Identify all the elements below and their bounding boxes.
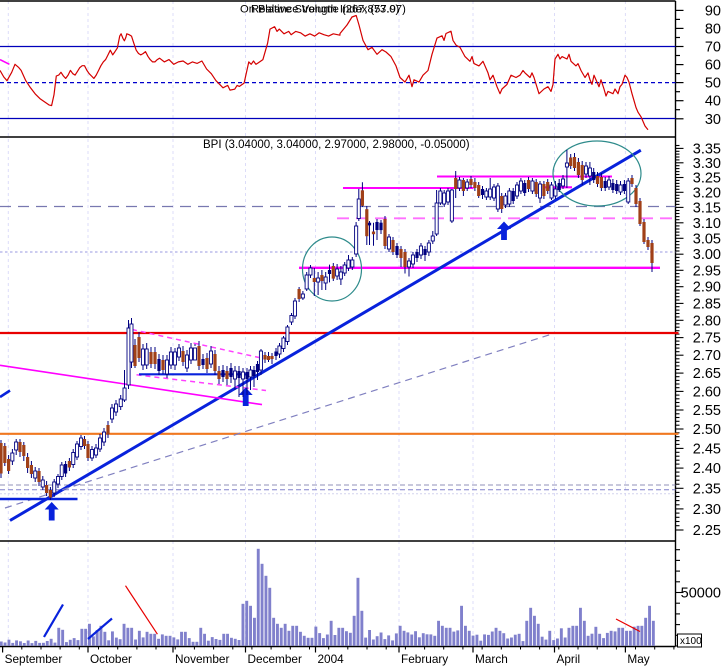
svg-text:On Balance Volume (267,873.0): On Balance Volume (267,873.0) [240, 4, 399, 16]
svg-text:2.45: 2.45 [693, 441, 721, 457]
svg-text:50: 50 [705, 76, 721, 92]
svg-text:2.30: 2.30 [693, 502, 721, 518]
svg-text:2.75: 2.75 [693, 331, 721, 347]
svg-text:2004: 2004 [318, 652, 345, 666]
svg-text:2.50: 2.50 [693, 422, 721, 438]
svg-text:May: May [627, 652, 649, 666]
svg-text:2.40: 2.40 [693, 461, 721, 477]
svg-text:October: October [90, 652, 132, 666]
svg-text:40: 40 [705, 94, 721, 110]
svg-text:50000: 50000 [681, 586, 721, 602]
svg-text:BPI (3.04000, 3.04000, 2.97000: BPI (3.04000, 3.04000, 2.97000, 2.98000,… [203, 139, 470, 151]
svg-text:March: March [475, 652, 508, 666]
svg-text:September: September [5, 652, 63, 666]
svg-text:2.95: 2.95 [693, 263, 721, 279]
svg-text:3.25: 3.25 [693, 171, 721, 187]
svg-text:30: 30 [705, 112, 721, 128]
svg-text:3.05: 3.05 [693, 231, 721, 247]
svg-text:3.20: 3.20 [693, 185, 721, 201]
svg-text:3.15: 3.15 [693, 200, 721, 216]
svg-text:2.65: 2.65 [693, 366, 721, 382]
svg-text:x100: x100 [680, 636, 702, 647]
svg-text:2.70: 2.70 [693, 348, 721, 364]
svg-text:3.35: 3.35 [693, 141, 721, 157]
svg-text:2.85: 2.85 [693, 296, 721, 312]
svg-text:February: February [401, 652, 448, 666]
svg-text:3.30: 3.30 [693, 156, 721, 172]
svg-text:2.35: 2.35 [693, 481, 721, 497]
svg-text:90: 90 [705, 3, 721, 19]
svg-text:2.90: 2.90 [693, 280, 721, 296]
svg-text:2.55: 2.55 [693, 403, 721, 419]
svg-text:December: December [248, 652, 302, 666]
svg-text:April: April [557, 652, 581, 666]
svg-text:November: November [175, 652, 229, 666]
svg-text:80: 80 [705, 21, 721, 37]
svg-text:2.80: 2.80 [693, 313, 721, 329]
svg-text:Relative Strength Index (57.97: Relative Strength Index (57.97) [251, 4, 406, 16]
svg-text:3.10: 3.10 [693, 216, 721, 232]
svg-text:2.25: 2.25 [693, 523, 721, 539]
svg-text:3.00: 3.00 [693, 247, 721, 263]
svg-text:70: 70 [705, 40, 721, 56]
svg-text:60: 60 [705, 58, 721, 74]
svg-text:2.60: 2.60 [693, 384, 721, 400]
